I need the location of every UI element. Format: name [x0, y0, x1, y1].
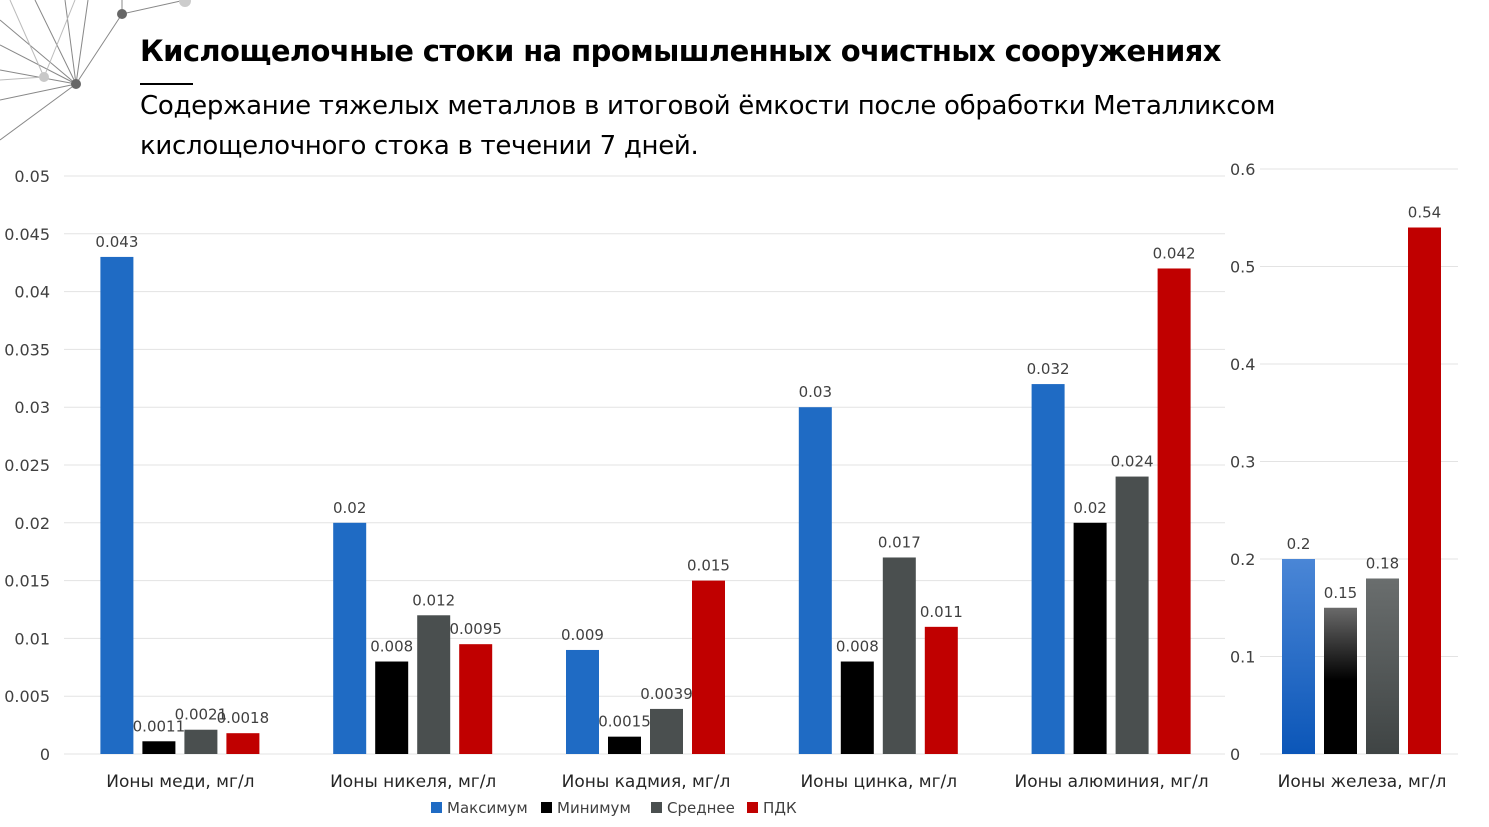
y-tick-label: 0	[1230, 745, 1240, 764]
y-tick-label: 0.01	[14, 629, 50, 648]
bar-Максимум	[333, 522, 367, 754]
data-label: 0.008	[836, 638, 879, 656]
data-label: 0.03	[799, 383, 832, 401]
y-tick-label: 0.5	[1230, 258, 1255, 277]
bar-Минимум	[1073, 522, 1107, 754]
data-label: 0.015	[687, 557, 730, 575]
bar-Среднее	[1366, 578, 1399, 754]
legend-swatch	[747, 802, 758, 813]
category-label: Ионы никеля, мг/л	[330, 772, 496, 792]
data-label: 0.043	[95, 233, 138, 251]
data-label: 0.017	[878, 533, 921, 551]
legend-swatch	[541, 802, 552, 813]
legend-label: Максимум	[447, 799, 528, 817]
data-label: 0.0039	[640, 685, 693, 703]
data-label: 0.02	[1073, 499, 1106, 517]
title-underline	[140, 83, 193, 85]
network-decoration	[0, 0, 191, 141]
data-label: 0.009	[561, 626, 604, 644]
y-tick-label: 0.3	[1230, 453, 1255, 472]
bar-Среднее	[417, 615, 451, 754]
y-tick-label: 0.2	[1230, 550, 1255, 569]
bar-Среднее	[184, 729, 218, 754]
bar-Максимум	[1031, 384, 1065, 754]
legend-swatch	[431, 802, 442, 813]
data-label: 0.0018	[217, 709, 270, 727]
data-label: 0.011	[920, 603, 963, 621]
data-label: 0.15	[1324, 584, 1357, 602]
data-label: 0.042	[1153, 244, 1196, 262]
bar-ПДК	[692, 580, 725, 754]
bar-ПДК	[226, 733, 260, 754]
bar-Минимум	[840, 661, 874, 754]
y-tick-label: 0.6	[1230, 160, 1255, 179]
bar-Максимум	[798, 407, 832, 754]
bar-Среднее	[650, 708, 683, 754]
bar-Максимум	[1282, 559, 1315, 754]
y-tick-label: 0.035	[4, 340, 50, 359]
data-label: 0.2	[1287, 535, 1311, 553]
category-label: Ионы меди, мг/л	[106, 772, 254, 792]
category-label: Ионы цинка, мг/л	[800, 772, 957, 792]
data-label: 0.0011	[133, 717, 186, 735]
category-label: Ионы алюминия, мг/л	[1015, 772, 1209, 792]
legend-label: Минимум	[557, 799, 631, 817]
bar-Среднее	[882, 557, 916, 754]
bar-Максимум	[566, 649, 599, 754]
data-label: 0.012	[412, 591, 455, 609]
bar-Минимум	[375, 661, 409, 754]
category-label: Ионы кадмия, мг/л	[562, 772, 731, 792]
y-tick-label: 0.04	[14, 283, 50, 302]
y-tick-label: 0	[40, 745, 50, 764]
legend-label: Среднее	[667, 799, 735, 817]
bar-ПДК	[1408, 227, 1441, 754]
bar-ПДК	[459, 644, 493, 754]
data-label: 0.024	[1111, 453, 1154, 471]
data-label: 0.008	[370, 638, 413, 656]
y-tick-label: 0.1	[1230, 648, 1255, 667]
category-label: Ионы железа, мг/л	[1278, 772, 1447, 792]
y-tick-label: 0.4	[1230, 355, 1255, 374]
slide-title: Кислощелочные стоки на промышленных очис…	[140, 34, 1222, 68]
legend-label: ПДК	[763, 799, 797, 817]
y-tick-label: 0.045	[4, 225, 50, 244]
y-tick-label: 0.03	[14, 398, 50, 417]
slide-subtitle: Содержание тяжелых металлов в итоговой ё…	[140, 91, 1276, 161]
data-label: 0.54	[1408, 204, 1441, 222]
bar-Минимум	[608, 736, 641, 754]
y-tick-label: 0.005	[4, 687, 50, 706]
data-label: 0.02	[333, 499, 366, 517]
bar-Минимум	[142, 741, 176, 754]
legend-swatch	[651, 802, 662, 813]
y-tick-label: 0.02	[14, 514, 50, 533]
bar-ПДК	[924, 626, 958, 754]
bar-Минимум	[1324, 607, 1357, 754]
y-tick-label: 0.025	[4, 456, 50, 475]
data-label: 0.0021	[175, 706, 228, 724]
data-label: 0.032	[1027, 360, 1070, 378]
data-label: 0.0015	[598, 713, 651, 731]
data-label: 0.18	[1366, 555, 1399, 573]
bar-Среднее	[1115, 476, 1149, 754]
y-tick-label: 0.015	[4, 572, 50, 591]
bar-Максимум	[100, 256, 134, 754]
y-tick-label: 0.05	[14, 167, 50, 186]
bar-ПДК	[1157, 268, 1191, 754]
data-label: 0.0095	[449, 620, 502, 638]
